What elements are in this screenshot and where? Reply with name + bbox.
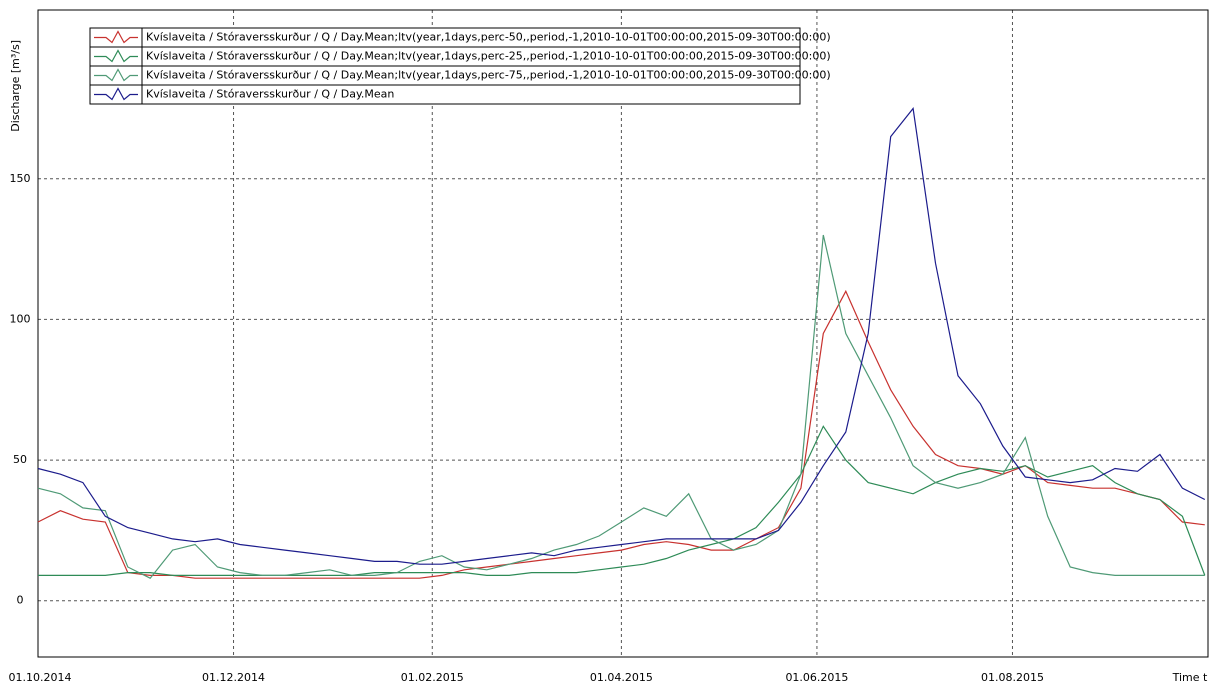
series-line <box>37 289 1205 579</box>
y-tick-label: 150 <box>10 172 31 185</box>
series-line <box>38 425 1206 576</box>
y-axis-label: Discharge [m³/s] <box>9 40 22 132</box>
x-tick-label: 01.08.2015 <box>981 671 1044 684</box>
legend-label: Kvíslaveita / Stóraversskurður / Q / Day… <box>146 50 831 63</box>
y-tick-label: 0 <box>17 594 24 607</box>
legend-label: Kvíslaveita / Stóraversskurður / Q / Day… <box>146 88 394 101</box>
plot-frame <box>37 9 1209 658</box>
y-tick-label: 100 <box>10 312 31 325</box>
x-tick-label: 01.06.2015 <box>785 671 848 684</box>
series-line <box>37 234 1205 579</box>
legend-swatch <box>94 68 138 82</box>
legend-swatch <box>94 49 138 63</box>
legend-swatch <box>94 30 138 44</box>
legend-label: Kvíslaveita / Stóraversskurður / Q / Day… <box>146 31 831 44</box>
x-tick-label: 01.12.2014 <box>202 671 265 684</box>
y-tick-label: 50 <box>13 453 27 466</box>
x-tick-label: 01.04.2015 <box>590 671 653 684</box>
x-tick-label: 01.02.2015 <box>401 671 464 684</box>
legend-swatch <box>94 87 138 101</box>
x-tick-label: 01.10.2014 <box>9 671 72 684</box>
legend-label: Kvíslaveita / Stóraversskurður / Q / Day… <box>146 69 831 82</box>
series-line <box>37 107 1206 565</box>
x-axis-label: Time t <box>1172 671 1208 684</box>
